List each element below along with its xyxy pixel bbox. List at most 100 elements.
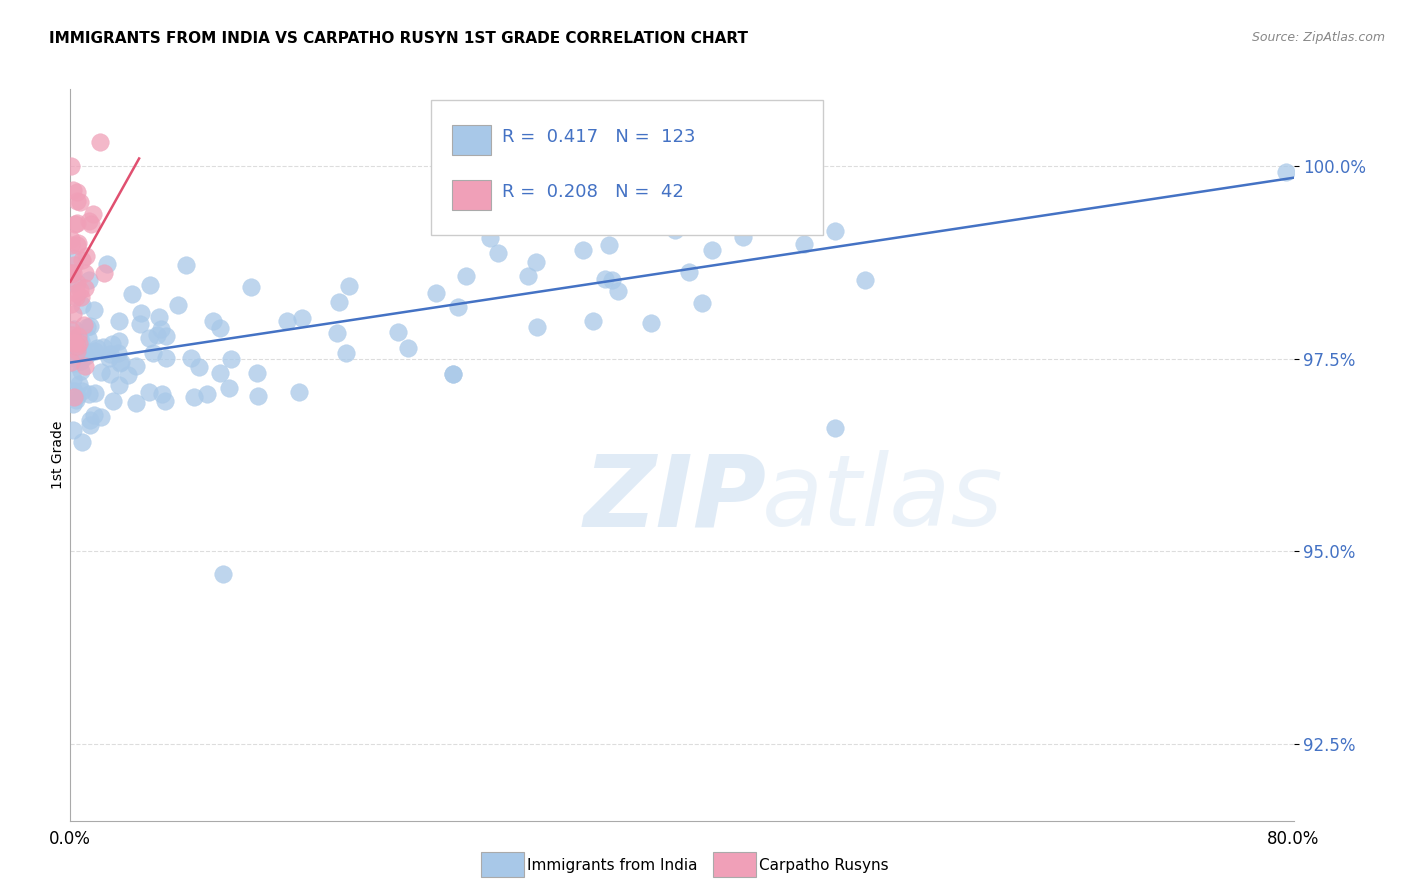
Point [70,364,93,378]
Point [65,291,87,305]
Point [1275,165,1298,179]
Text: atlas: atlas [762,450,1002,548]
Point [117,368,139,382]
Point [70,252,93,267]
Point [138,384,160,399]
Point [70,353,93,368]
Point [82,207,104,221]
Point [62,266,84,280]
Point [479,230,502,244]
Text: R =  0.417   N =  123: R = 0.417 N = 123 [502,128,696,145]
Point [526,319,548,334]
Point [146,327,169,342]
Point [209,366,232,380]
Point [66,237,89,252]
Point [67,236,90,251]
Point [187,360,209,375]
Point [60,231,83,245]
Point [138,331,160,345]
Text: R =  0.208   N =  42: R = 0.208 N = 42 [502,183,683,201]
Point [107,345,129,359]
Point [77,273,100,287]
Point [337,278,360,293]
Point [65,393,87,408]
Text: IMMIGRANTS FROM INDIA VS CARPATHO RUSYN 1ST GRADE CORRELATION CHART: IMMIGRANTS FROM INDIA VS CARPATHO RUSYN … [49,31,748,46]
Point [69,195,91,210]
FancyBboxPatch shape [432,100,823,235]
Text: Immigrants from India: Immigrants from India [527,858,697,872]
Point [69,341,91,355]
Point [86,341,108,355]
Point [67,333,90,347]
Point [60,297,83,311]
Point [62,183,84,197]
Text: Carpatho Rusyns: Carpatho Rusyns [759,858,889,872]
Point [167,298,190,312]
Point [70,384,93,398]
Point [246,389,269,403]
Point [66,343,89,358]
Point [62,307,84,321]
Point [62,276,84,290]
FancyBboxPatch shape [451,180,491,210]
Point [76,319,98,334]
Point [139,277,162,292]
Point [90,410,112,425]
Point [153,393,176,408]
Point [855,273,877,287]
Point [75,250,97,264]
Point [60,323,83,337]
Point [517,268,540,283]
Point [93,267,115,281]
Point [62,397,84,411]
Point [110,355,132,369]
Point [129,306,152,320]
Point [690,296,713,310]
Point [150,387,173,401]
Point [66,185,89,199]
Point [63,390,86,404]
Point [63,218,86,232]
Point [60,267,83,281]
Point [70,334,93,348]
Point [218,381,240,395]
Point [488,246,510,260]
Point [98,368,121,382]
Point [195,387,218,401]
Point [66,194,89,208]
Point [66,276,89,290]
Point [62,372,84,386]
Point [101,336,124,351]
Text: ZIP: ZIP [583,450,768,548]
Point [149,322,172,336]
Point [201,313,224,327]
Point [65,345,87,359]
Point [155,328,177,343]
Point [121,286,143,301]
Point [79,412,101,426]
Point [441,367,464,381]
Point [60,266,83,280]
Point [148,310,170,325]
Point [582,314,605,328]
Point [75,349,97,363]
Point [69,283,91,297]
Point [62,351,84,365]
Point [447,300,470,314]
Point [524,255,547,269]
Point [66,339,89,353]
Point [73,359,96,374]
Point [63,384,86,398]
Point [108,334,131,349]
Point [110,356,132,370]
Point [664,223,686,237]
Point [72,343,94,357]
Point [67,335,90,350]
Point [441,367,464,381]
Point [63,335,86,350]
Point [77,214,100,228]
FancyBboxPatch shape [451,125,491,155]
Point [90,366,112,380]
Point [387,325,409,339]
Point [437,183,460,197]
